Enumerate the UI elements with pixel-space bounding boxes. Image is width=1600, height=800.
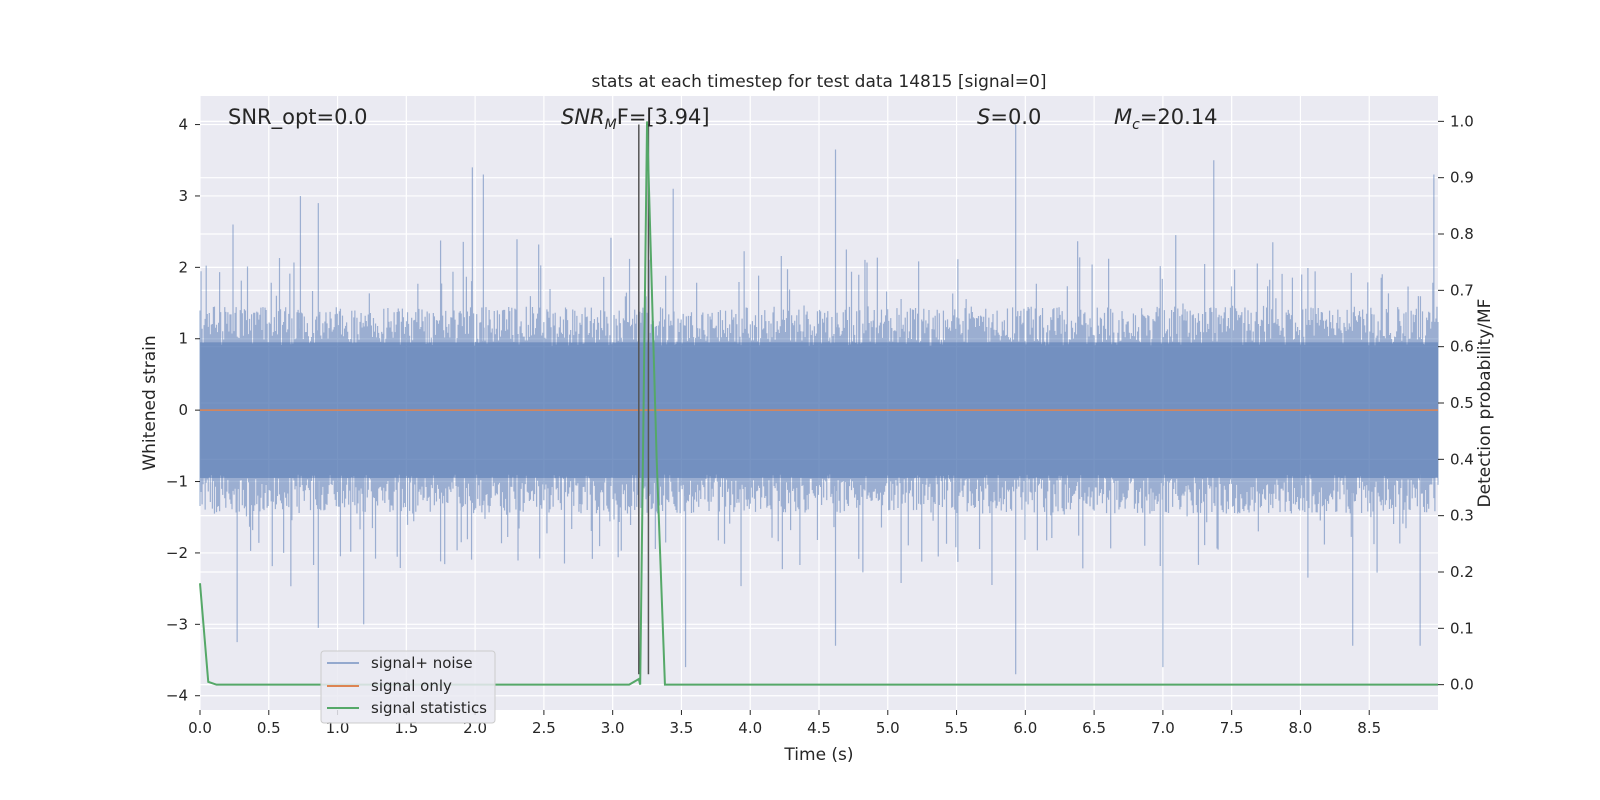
x-tick-label-10: 5.0 <box>876 719 900 737</box>
legend-label-signal-noise: signal+ noise <box>371 654 473 672</box>
annotation-snr-mf: SNRMF=[3.94] <box>561 105 710 133</box>
x-axis-ticks: 0.0 0.5 1.0 1.5 2.0 2.5 3.0 3.5 4.0 4.5 5.0 5.5 6.0 6… <box>188 710 1381 737</box>
x-tick-label-7: 3.5 <box>670 719 694 737</box>
legend-box <box>320 650 496 724</box>
x-axis-label: Time (s) <box>783 745 853 765</box>
yr-tick-label-10: 0.0 <box>1450 676 1474 694</box>
right-y-axis-ticks: 1.0 0.9 0.8 0.7 0.6 0.5 0.4 0.3 0.2 0.1 0.0 <box>1438 112 1474 694</box>
yr-tick-label-2: 0.8 <box>1450 225 1474 243</box>
legend-label-signal-only: signal only <box>371 677 452 695</box>
vertical-marker-lines <box>638 124 650 675</box>
yr-tick-label-5: 0.5 <box>1450 394 1474 412</box>
y-tick-label-3: 1 <box>178 330 188 348</box>
legend: signal+ noise signal only signal statist… <box>320 650 496 724</box>
yr-tick-label-1: 0.9 <box>1450 169 1474 187</box>
y-tick-label-1: 3 <box>178 187 188 205</box>
mc-base: M <box>1114 105 1132 129</box>
x-tick-label-11: 5.5 <box>945 719 969 737</box>
snr-mf-sub: M <box>605 117 617 133</box>
x-tick-label-9: 4.5 <box>807 719 831 737</box>
yr-tick-label-3: 0.7 <box>1450 281 1474 299</box>
y-axis-ticks: 4 3 2 1 0 −1 −2 −3 −4 <box>166 116 200 705</box>
y-axis-label: Whitened strain <box>140 335 160 470</box>
x-tick-label-13: 6.5 <box>1082 719 1106 737</box>
y-tick-label-6: −2 <box>166 544 188 562</box>
y-tick-label-5: −1 <box>166 473 188 491</box>
x-tick-label-16: 8.0 <box>1289 719 1313 737</box>
x-tick-label-8: 4.0 <box>738 719 762 737</box>
right-y-axis-label: Detection probability/MF <box>1475 299 1495 508</box>
annotation-mc: Mc=20.14 <box>1114 105 1218 133</box>
x-tick-label-14: 7.0 <box>1151 719 1175 737</box>
mc-rest: =20.14 <box>1140 105 1218 129</box>
yr-tick-label-8: 0.2 <box>1450 563 1474 581</box>
s-rest: =0.0 <box>990 105 1041 129</box>
yr-tick-label-4: 0.6 <box>1450 338 1474 356</box>
y-tick-label-4: 0 <box>178 401 188 419</box>
annotation-snr-opt: SNR_opt=0.0 <box>228 105 368 130</box>
yr-tick-label-6: 0.4 <box>1450 450 1474 468</box>
x-tick-label-5: 2.5 <box>532 719 556 737</box>
x-tick-label-1: 0.5 <box>257 719 281 737</box>
s-italic: S <box>977 105 990 129</box>
mc-sub: c <box>1132 117 1140 133</box>
snr-mf-rest: F=[3.94] <box>617 105 710 129</box>
snr-mf-base: SNR <box>561 105 605 129</box>
y-tick-label-8: −4 <box>166 687 188 705</box>
y-tick-label-2: 2 <box>178 258 188 276</box>
yr-tick-label-0: 1.0 <box>1450 112 1474 130</box>
yr-tick-label-7: 0.3 <box>1450 507 1474 525</box>
x-tick-label-6: 3.0 <box>601 719 625 737</box>
y-tick-label-0: 4 <box>178 116 188 134</box>
x-tick-label-0: 0.0 <box>188 719 212 737</box>
annotation-s: S=0.0 <box>977 105 1041 129</box>
chart-title: stats at each timestep for test data 148… <box>592 72 1047 92</box>
yr-tick-label-9: 0.1 <box>1450 619 1474 637</box>
x-tick-label-15: 7.5 <box>1220 719 1244 737</box>
x-tick-label-12: 6.0 <box>1013 719 1037 737</box>
y-tick-label-7: −3 <box>166 615 188 633</box>
legend-label-signal-statistics: signal statistics <box>371 699 487 717</box>
signal-statistics-line <box>199 121 1438 686</box>
noise-trace <box>199 124 1439 675</box>
x-tick-label-17: 8.5 <box>1357 719 1381 737</box>
